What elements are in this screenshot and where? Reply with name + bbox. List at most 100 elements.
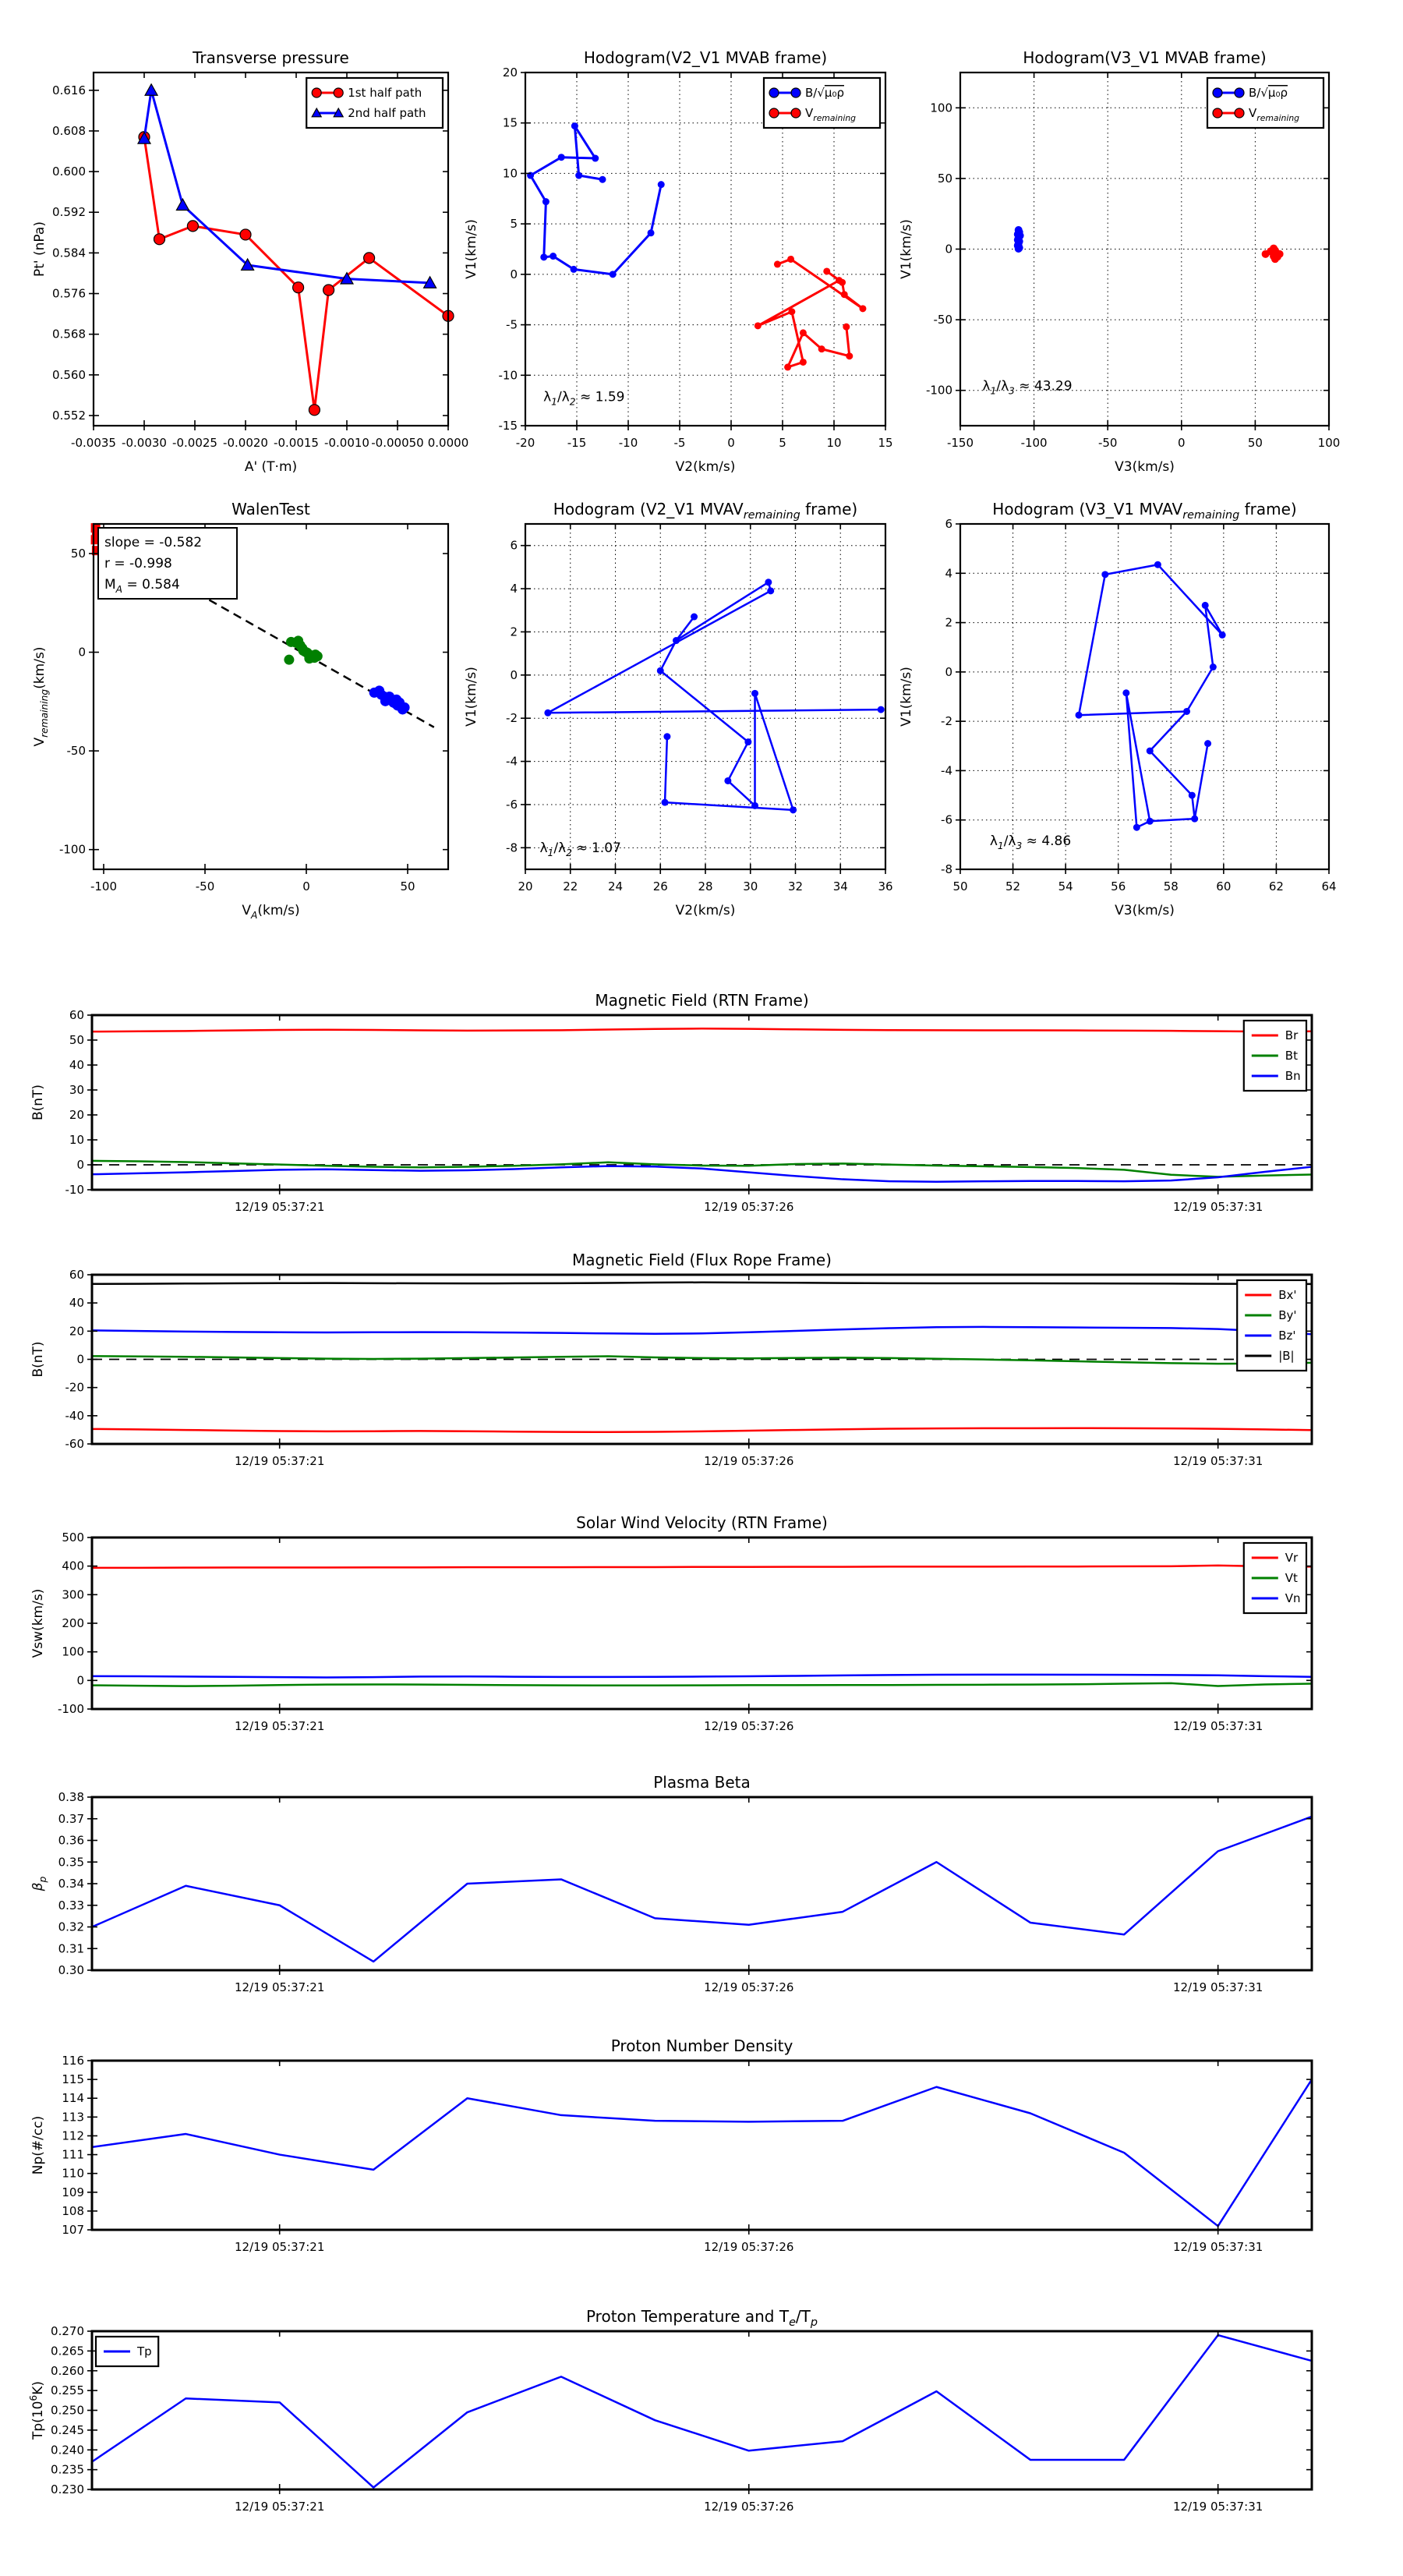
dot-marker bbox=[751, 801, 759, 809]
y-tick-label: -50 bbox=[934, 313, 953, 327]
x-tick-label: 12/19 05:37:31 bbox=[1173, 1719, 1263, 1733]
chart-title: Hodogram (V3_V1 MVAVremaining​ frame) bbox=[992, 500, 1296, 522]
circle-marker bbox=[292, 281, 305, 294]
y-tick-label: 20 bbox=[69, 1324, 84, 1338]
lambda-ratio-annotation: λ1​/λ2​ ≈ 1.59 bbox=[543, 389, 624, 407]
x-tick-label: 12/19 05:37:31 bbox=[1173, 2240, 1263, 2254]
x-tick-label: 0 bbox=[302, 879, 310, 893]
data-line bbox=[90, 1325, 1313, 1336]
legend-label: Vremaining​ bbox=[805, 106, 856, 123]
y-tick-label: 0.250 bbox=[51, 2404, 84, 2418]
series-beta-p bbox=[90, 1815, 1313, 1963]
y-tick-label: -5 bbox=[506, 318, 518, 332]
y-tick-label: 4 bbox=[945, 566, 952, 580]
dot-marker bbox=[787, 255, 795, 263]
dot-marker bbox=[609, 271, 617, 278]
dot-marker bbox=[540, 253, 548, 261]
y-tick-label: 60 bbox=[69, 1268, 84, 1282]
path-segment bbox=[659, 639, 677, 672]
x-tick-label: 50 bbox=[400, 879, 415, 893]
circle-marker bbox=[239, 228, 252, 241]
chart-title: WalenTest bbox=[231, 500, 310, 518]
axes-frame bbox=[90, 1796, 1313, 1972]
x-tick-label: 12/19 05:37:26 bbox=[704, 1719, 793, 1733]
y-tick-label: 15 bbox=[503, 116, 518, 130]
series-by- bbox=[90, 1355, 1313, 1365]
path-segment bbox=[726, 780, 756, 807]
x-tick-label: 12/19 05:37:21 bbox=[235, 1200, 324, 1214]
y-tick-label: 0.270 bbox=[51, 2324, 84, 2338]
path-segment bbox=[1149, 710, 1188, 752]
legend: Br Bt Bn bbox=[1242, 1019, 1308, 1092]
data-line bbox=[90, 2334, 1313, 2489]
y-tick-label: 40 bbox=[69, 1058, 84, 1072]
x-tick-label: 10 bbox=[826, 436, 841, 450]
path-segment bbox=[663, 735, 669, 804]
y-tick-label: 50 bbox=[71, 547, 86, 561]
y-tick-label: 116 bbox=[62, 2054, 84, 2068]
y-axis-label: B(nT) bbox=[30, 1341, 46, 1377]
x-tick-label: 64 bbox=[1321, 879, 1336, 893]
y-tick-label: -100 bbox=[926, 384, 952, 398]
circle-marker bbox=[308, 404, 320, 416]
axes-frame bbox=[92, 522, 450, 871]
series-b-sqrt-mu0-rho- bbox=[527, 122, 665, 278]
triangle-marker bbox=[240, 257, 255, 271]
legend-label: B/√μ₀ρ bbox=[805, 86, 844, 100]
path-segment bbox=[659, 670, 750, 743]
dot-marker bbox=[859, 305, 867, 313]
series-br bbox=[90, 1028, 1313, 1033]
y-axis-label: V1(km/s) bbox=[899, 667, 914, 727]
dot-marker bbox=[1218, 631, 1226, 639]
y-tick-label: 0.33 bbox=[58, 1898, 84, 1913]
series-b-sqrt-mu0-rho- bbox=[1013, 226, 1024, 253]
y-tick-label: 108 bbox=[62, 2204, 84, 2218]
y-tick-label: 6 bbox=[945, 517, 952, 531]
legend-label: |B| bbox=[1278, 1349, 1294, 1363]
x-tick-label: -150 bbox=[947, 436, 974, 450]
y-axis-label: B(nT) bbox=[30, 1085, 46, 1120]
data-line bbox=[90, 1427, 1313, 1434]
x-tick-label: 12/19 05:37:21 bbox=[235, 1719, 324, 1733]
legend-label: Vremaining​ bbox=[1249, 106, 1299, 123]
x-tick-label: 34 bbox=[833, 879, 848, 893]
x-tick-label: -0.0015 bbox=[274, 436, 319, 450]
x-tick-label: -0.0030 bbox=[122, 436, 167, 450]
path-segment bbox=[754, 692, 794, 812]
data-line bbox=[90, 1815, 1313, 1963]
series-vt bbox=[90, 1682, 1313, 1687]
legend-label: Br bbox=[1285, 1028, 1299, 1042]
x-tick-label: -0.0035 bbox=[71, 436, 116, 450]
dot-marker bbox=[1212, 87, 1223, 98]
triangle-marker bbox=[333, 107, 345, 118]
chart-title: Transverse pressure bbox=[192, 48, 349, 67]
x-tick-label: 12/19 05:37:26 bbox=[704, 2500, 793, 2514]
dot-marker bbox=[767, 587, 775, 595]
y-tick-label: 500 bbox=[62, 1530, 84, 1545]
y-tick-label: -60 bbox=[65, 1437, 85, 1451]
y-tick-label: 0.245 bbox=[51, 2423, 84, 2437]
dot-marker bbox=[799, 358, 807, 366]
x-axis-label: A' (T·m) bbox=[245, 459, 297, 475]
x-tick-label: 32 bbox=[788, 879, 803, 893]
x-tick-label: 28 bbox=[698, 879, 712, 893]
x-tick-label: 5 bbox=[779, 436, 786, 450]
path-segment bbox=[1203, 604, 1224, 636]
y-tick-label: 0.616 bbox=[52, 83, 86, 97]
dot-marker bbox=[724, 777, 732, 784]
y-tick-label: 0 bbox=[76, 1353, 84, 1367]
y-tick-label: 0 bbox=[78, 646, 86, 660]
dot-marker bbox=[790, 87, 801, 98]
x-tick-label: 12/19 05:37:26 bbox=[704, 2240, 793, 2254]
path-segment bbox=[1149, 817, 1196, 823]
axes-frame bbox=[90, 1014, 1313, 1191]
y-tick-label: -4 bbox=[506, 755, 518, 769]
y-tick-label: 0.230 bbox=[51, 2482, 84, 2496]
dot-marker bbox=[843, 323, 850, 331]
x-tick-label: 12/19 05:37:31 bbox=[1173, 1200, 1263, 1214]
dot-marker bbox=[840, 291, 848, 299]
x-tick-label: 12/19 05:37:21 bbox=[235, 2240, 324, 2254]
dot-marker bbox=[592, 154, 599, 162]
